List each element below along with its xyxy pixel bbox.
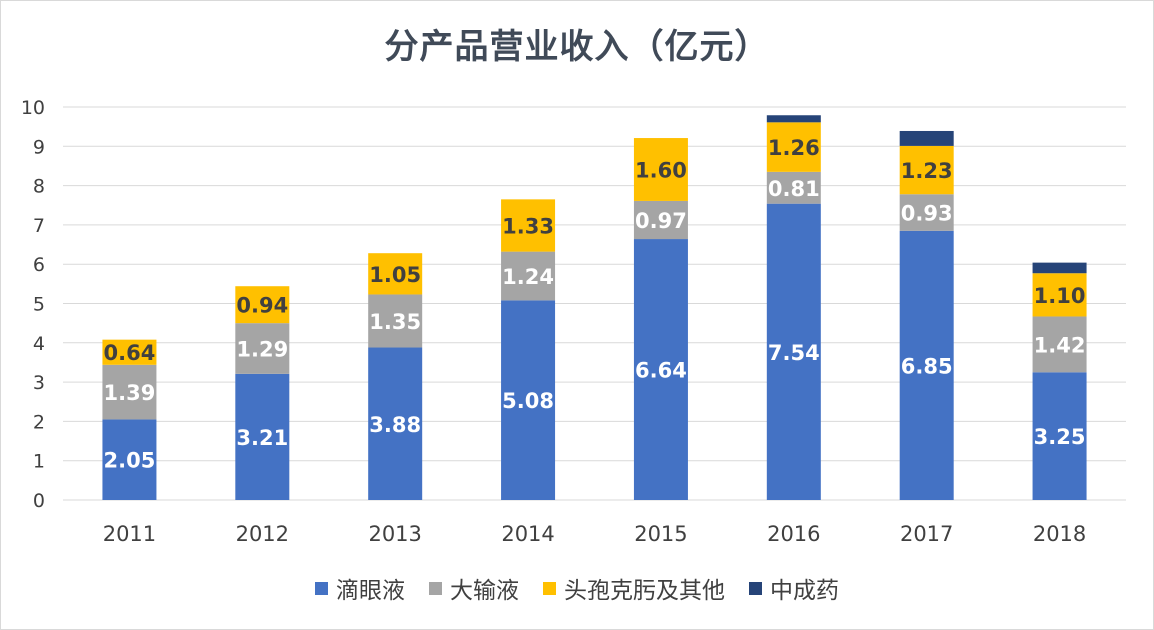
legend-item: 大输液 (429, 571, 519, 605)
bar-segment (235, 373, 290, 500)
bar-segment (501, 300, 556, 500)
bar-segment (368, 253, 423, 295)
legend-label: 中成药 (770, 578, 839, 604)
bar-segment (235, 286, 290, 324)
bar-segment (102, 339, 157, 365)
legend-item: 滴眼液 (315, 571, 405, 605)
x-tick-label: 2017 (900, 522, 953, 546)
y-tick-label: 4 (33, 333, 45, 355)
bar-segment (766, 171, 821, 204)
data-label: 1.26 (768, 136, 820, 160)
data-label: 0.64 (104, 341, 156, 365)
legend-swatch (315, 581, 328, 595)
bar-segment (766, 203, 821, 501)
legend-swatch (429, 581, 442, 595)
x-tick-label: 2013 (368, 522, 421, 546)
data-label: 1.05 (369, 263, 421, 287)
bar-segment (633, 138, 688, 201)
x-tick-label: 2011 (103, 522, 156, 546)
data-label: 0.81 (768, 177, 820, 201)
bar-segment (368, 294, 423, 348)
bar-segment (633, 239, 688, 500)
y-tick-label: 1 (33, 451, 45, 473)
data-label: 6.85 (901, 354, 953, 378)
bar-segment (899, 145, 954, 195)
y-tick-label: 8 (33, 176, 45, 198)
bar-segment (1032, 262, 1087, 274)
bar-segment (102, 364, 157, 420)
chart-plot: 0 1 2 3 4 5 6 7 8 9 10 2.05 1.39 0.64 2011 3.21 1.29 0.94… (21, 97, 1126, 546)
data-label: 6.64 (635, 359, 687, 383)
x-tick-label: 2016 (767, 522, 820, 546)
y-tick-label: 3 (33, 372, 45, 394)
data-label: 3.21 (236, 426, 288, 450)
data-label: 1.29 (236, 337, 288, 361)
y-tick-label: 5 (33, 294, 45, 316)
bar-segment (368, 347, 423, 500)
y-tick-label: 10 (21, 97, 45, 119)
data-label: 1.23 (901, 159, 953, 183)
legend-label: 大输液 (450, 578, 519, 604)
x-tick-label: 2012 (236, 522, 289, 546)
x-tick-label: 2014 (501, 522, 554, 546)
bar-segment (766, 122, 821, 172)
data-label: 1.39 (104, 381, 156, 405)
data-label: 0.97 (635, 209, 687, 233)
x-tick-label: 2018 (1033, 522, 1086, 546)
data-label: 1.10 (1034, 284, 1086, 308)
legend-label: 头孢克肟及其他 (564, 578, 725, 604)
data-label: 2.05 (104, 449, 156, 473)
chart-title: 分产品营业收入（亿元） (384, 27, 770, 67)
y-tick-label: 0 (33, 490, 45, 512)
bar-segment (899, 194, 954, 231)
x-tick-label: 2015 (634, 522, 687, 546)
y-tick-label: 7 (33, 215, 45, 237)
bar-segment (899, 130, 954, 146)
chart-legend: 滴眼液 大输液 头孢克肟及其他 中成药 (1, 571, 1153, 605)
data-label: 1.35 (369, 310, 421, 334)
data-label: 3.88 (369, 413, 421, 437)
data-label: 1.60 (635, 158, 687, 182)
legend-swatch (543, 581, 556, 595)
bar-segment (501, 251, 556, 301)
y-tick-label: 9 (33, 136, 45, 158)
bar-segment (501, 199, 556, 252)
bar-segment (235, 323, 290, 374)
data-label: 1.33 (502, 214, 554, 238)
data-label: 0.93 (901, 202, 953, 226)
data-label: 1.42 (1034, 333, 1086, 357)
data-label: 0.94 (236, 294, 288, 318)
data-label: 3.25 (1034, 425, 1086, 449)
bar-segment (102, 419, 157, 500)
y-tick-label: 6 (33, 254, 45, 276)
data-label: 1.24 (502, 265, 554, 289)
bar-segment (633, 200, 688, 240)
bar-segment (1032, 316, 1087, 373)
legend-item: 头孢克肟及其他 (543, 571, 725, 605)
y-tick-label: 2 (33, 411, 45, 433)
legend-label: 滴眼液 (336, 578, 405, 604)
bar-segment (766, 115, 821, 123)
bar-segment (899, 230, 954, 501)
legend-item: 中成药 (749, 571, 839, 605)
bar-segment (1032, 273, 1087, 317)
data-label: 7.54 (768, 341, 820, 365)
data-label: 5.08 (502, 389, 554, 413)
bar-segment (1032, 372, 1087, 500)
legend-swatch (749, 581, 762, 595)
